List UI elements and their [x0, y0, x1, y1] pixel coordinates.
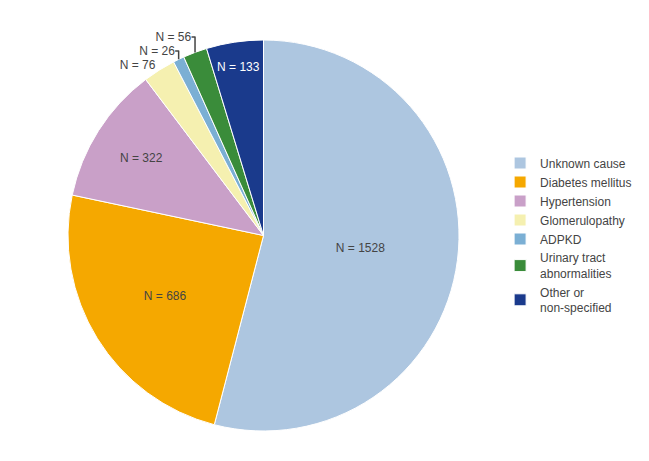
- svg-text:Hypertension: Hypertension: [540, 195, 611, 209]
- svg-text:Other ornon-specified: Other ornon-specified: [540, 286, 611, 316]
- svg-text:N = 56: N = 56: [156, 30, 192, 44]
- svg-text:N = 686: N = 686: [144, 289, 187, 303]
- svg-text:Glomerulopathy: Glomerulopathy: [540, 214, 625, 228]
- svg-text:Diabetes mellitus: Diabetes mellitus: [540, 176, 631, 190]
- svg-text:Unknown cause: Unknown cause: [540, 157, 626, 171]
- svg-text:N = 322: N = 322: [120, 151, 163, 165]
- svg-text:Urinary tractabnormalities: Urinary tractabnormalities: [540, 251, 611, 281]
- svg-text:ADPKD: ADPKD: [540, 233, 582, 247]
- svg-text:N = 133: N = 133: [217, 60, 260, 74]
- svg-text:N = 76: N = 76: [120, 58, 156, 72]
- svg-text:N = 26: N = 26: [139, 44, 175, 58]
- svg-text:N = 1528: N = 1528: [336, 241, 385, 255]
